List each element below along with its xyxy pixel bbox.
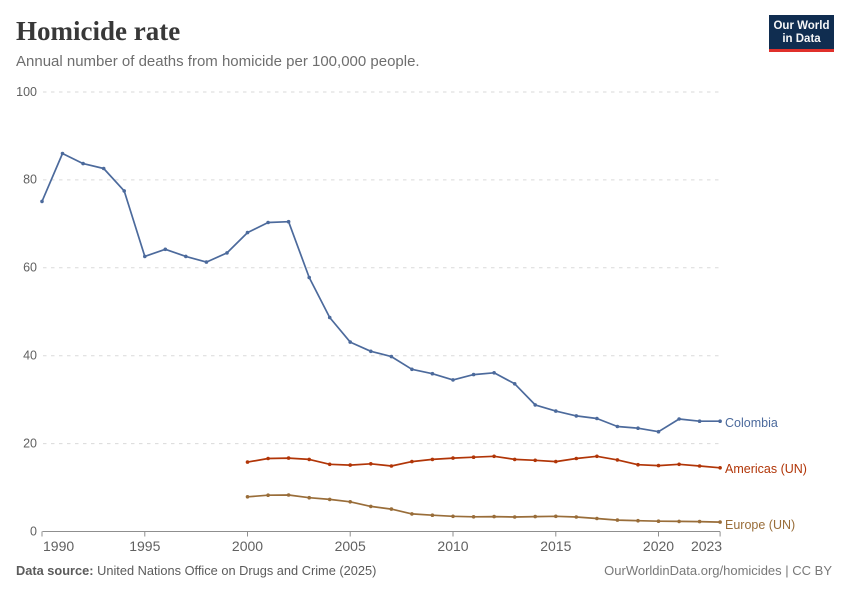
svg-text:60: 60 [23, 261, 37, 275]
svg-text:Europe (UN): Europe (UN) [725, 518, 795, 532]
svg-text:100: 100 [16, 85, 37, 99]
svg-text:2000: 2000 [232, 538, 263, 554]
svg-text:80: 80 [23, 173, 37, 187]
svg-text:40: 40 [23, 349, 37, 363]
svg-text:Americas (UN): Americas (UN) [725, 462, 807, 476]
svg-text:1995: 1995 [129, 538, 160, 554]
svg-text:2015: 2015 [540, 538, 571, 554]
svg-text:20: 20 [23, 436, 37, 450]
svg-text:1990: 1990 [43, 538, 74, 554]
svg-text:2010: 2010 [437, 538, 468, 554]
svg-text:2023: 2023 [691, 538, 722, 554]
svg-text:2005: 2005 [335, 538, 366, 554]
svg-text:2020: 2020 [643, 538, 674, 554]
svg-text:Colombia: Colombia [725, 416, 778, 430]
svg-text:0: 0 [30, 524, 37, 538]
